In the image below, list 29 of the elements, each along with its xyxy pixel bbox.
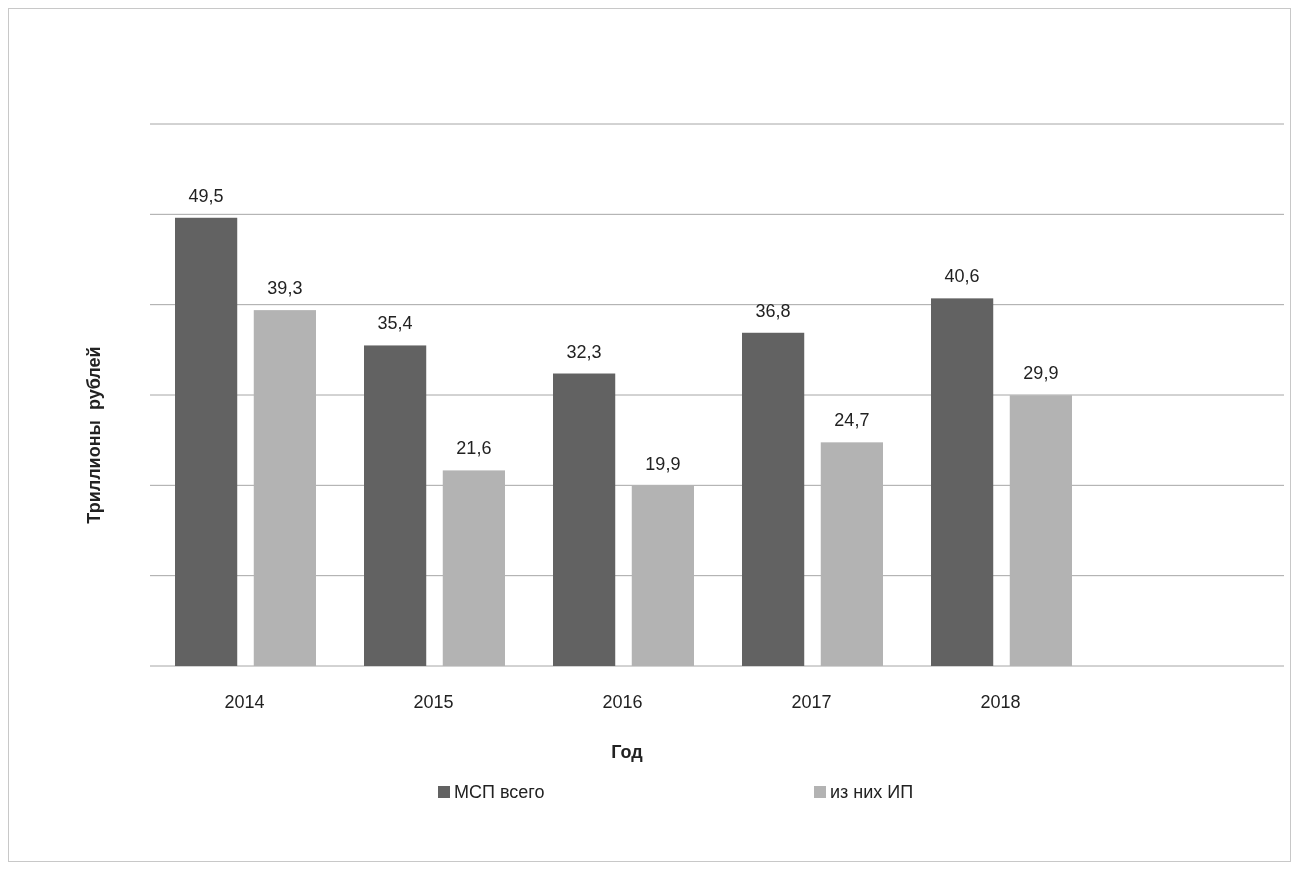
legend-label: МСП всего: [454, 782, 545, 802]
bar: [1009, 395, 1072, 666]
x-tick-label: 2014: [224, 692, 265, 712]
x-tick-label: 2018: [980, 692, 1021, 712]
x-tick-label: 2016: [602, 692, 643, 712]
bar: [442, 470, 505, 666]
bar: [820, 442, 883, 666]
bar: [553, 373, 616, 666]
data-label: 39,3: [267, 278, 303, 299]
bar: [364, 345, 427, 666]
data-label: 21,6: [456, 438, 492, 459]
legend-label: из них ИП: [830, 782, 914, 802]
x-tick-label: 2015: [413, 692, 454, 712]
x-axis-title: Год: [611, 742, 644, 762]
bar: [631, 485, 694, 666]
bar: [253, 310, 316, 666]
bar: [931, 298, 994, 666]
bar: [175, 217, 238, 666]
data-label: 24,7: [834, 410, 870, 431]
data-label: 19,9: [645, 453, 681, 474]
data-label: 32,3: [566, 341, 602, 362]
data-label: 49,5: [188, 185, 224, 206]
x-tick-label: 2017: [791, 692, 832, 712]
data-label: 29,9: [1023, 363, 1059, 384]
data-label: 36,8: [755, 300, 791, 321]
data-label: 40,6: [944, 266, 980, 287]
bar: [742, 332, 805, 666]
data-label: 35,4: [377, 313, 413, 334]
y-axis-title: Триллионы рублей: [84, 346, 104, 524]
